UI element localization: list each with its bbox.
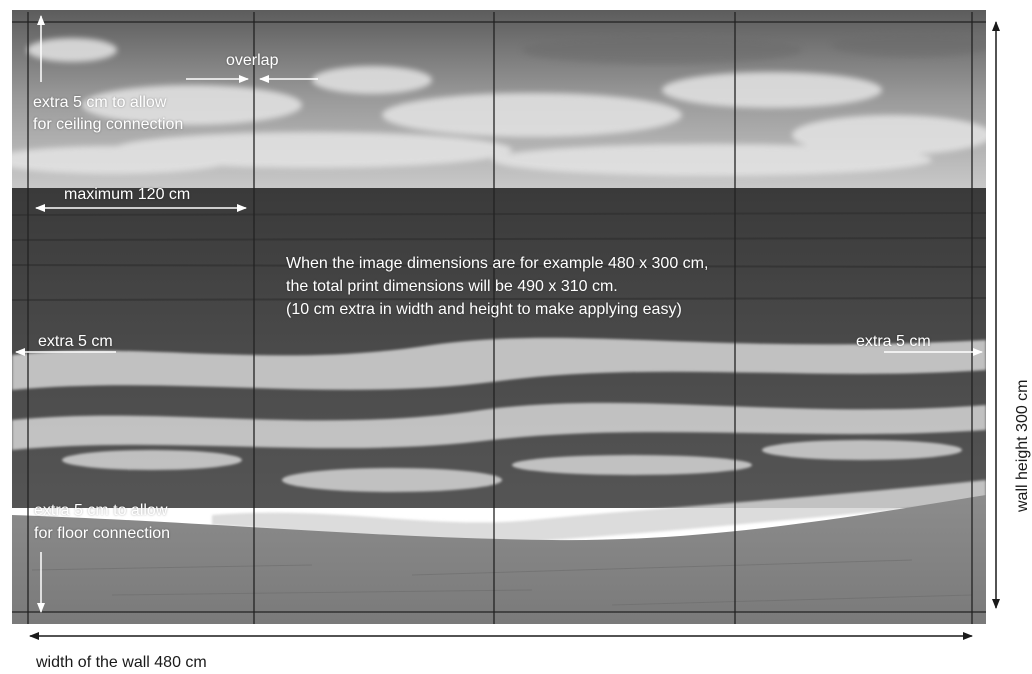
floor-extra-label-line2: for floor connection xyxy=(34,525,171,542)
wall-width-label: width of the wall 480 cm xyxy=(36,654,207,671)
note-line-2: the total print dimensions will be 490 x… xyxy=(286,278,618,295)
note-line-1: When the image dimensions are for exampl… xyxy=(286,255,709,272)
extra-left-label: extra 5 cm xyxy=(38,333,113,350)
floor-extra-label-line1: extra 5 cm to allow xyxy=(34,502,168,519)
ceiling-extra-label-line1: extra 5 cm to allow xyxy=(33,94,167,111)
extra-right-label: extra 5 cm xyxy=(856,333,931,350)
panel-guide-lines xyxy=(12,12,986,624)
ceiling-extra-label-line2: for ceiling connection xyxy=(33,116,184,133)
max-width-label: maximum 120 cm xyxy=(64,186,191,203)
wall-height-label: wall height 300 cm xyxy=(1014,379,1031,512)
note-line-3: (10 cm extra in width and height to make… xyxy=(286,301,682,318)
overlap-label: overlap xyxy=(226,52,279,69)
wallpaper-photo xyxy=(12,10,986,624)
